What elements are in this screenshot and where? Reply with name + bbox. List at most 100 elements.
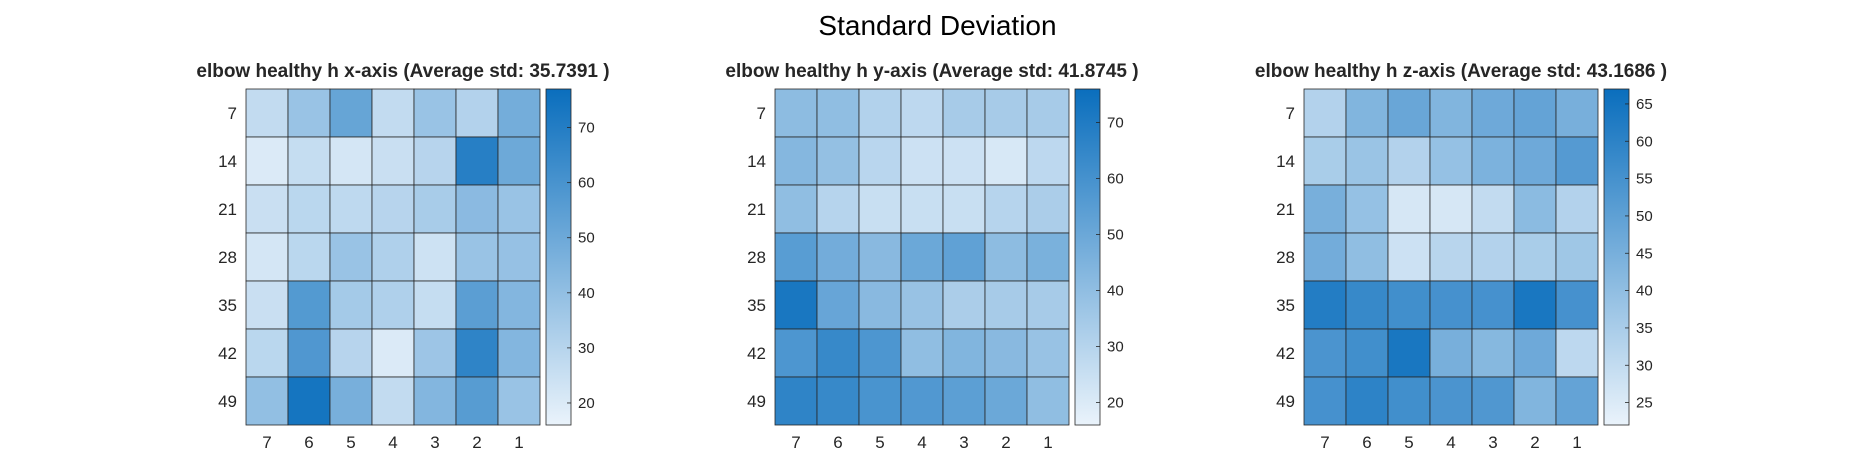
heatmap-cell [1471, 88, 1515, 138]
heatmap-cell [455, 88, 499, 138]
heatmap-cell [329, 184, 373, 234]
heatmap-cell [1513, 232, 1557, 282]
y-tick-label: 14 [218, 152, 237, 171]
y-tick-label: 7 [1286, 104, 1295, 123]
heatmap-cell [1026, 184, 1070, 234]
heatmap-cell [900, 328, 944, 378]
heatmap-cell [816, 232, 860, 282]
colorbar-tick-label: 30 [1636, 357, 1653, 374]
heatmap-cell [1429, 184, 1473, 234]
heatmap-cell [1555, 232, 1599, 282]
heatmap-cell [858, 376, 902, 426]
heatmap-cell [816, 136, 860, 186]
heatmap-cell [245, 376, 289, 426]
heatmap-cell [287, 184, 331, 234]
heatmap-cell [1471, 232, 1515, 282]
heatmap-cell [413, 376, 457, 426]
heatmap-cell [287, 136, 331, 186]
y-tick-label: 21 [747, 200, 766, 219]
heatmap-cell [942, 88, 986, 138]
heatmap-cell [1429, 280, 1473, 330]
heatmap-cell [942, 280, 986, 330]
colorbar-tick-label: 70 [1107, 115, 1124, 132]
x-tick-label: 3 [1488, 433, 1497, 452]
colorbar-tick-label: 20 [1107, 395, 1124, 412]
heatmap-cell [1471, 280, 1515, 330]
heatmap-cell [287, 280, 331, 330]
colorbar [1074, 88, 1101, 426]
colorbar-tick-label: 50 [1107, 227, 1124, 244]
heatmap-cell [1026, 88, 1070, 138]
heatmap-cell [287, 232, 331, 282]
heatmap-cell [1345, 232, 1389, 282]
heatmap-cell [371, 88, 415, 138]
heatmap-cell [1471, 376, 1515, 426]
heatmap-cell [942, 136, 986, 186]
heatmap-cell [245, 280, 289, 330]
heatmap-cell [858, 88, 902, 138]
heatmap-cell [497, 88, 541, 138]
heatmap-cell [413, 184, 457, 234]
heatmap-cell [942, 232, 986, 282]
y-tick-label: 49 [1276, 392, 1295, 411]
colorbar-tick-label: 70 [578, 120, 595, 137]
y-tick-label: 42 [747, 344, 766, 363]
y-tick-label: 49 [747, 392, 766, 411]
heatmap-cell [1303, 376, 1347, 426]
heatmap-cell [774, 136, 818, 186]
heatmap-cell [1026, 328, 1070, 378]
heatmap-cell [774, 184, 818, 234]
heatmap-cell [774, 328, 818, 378]
heatmap-cell [371, 376, 415, 426]
heatmap-cell [1345, 328, 1389, 378]
y-tick-label: 28 [1276, 248, 1295, 267]
heatmap-cell [1429, 136, 1473, 186]
heatmap-cell [858, 328, 902, 378]
heatmap-cell [329, 136, 373, 186]
colorbar [1603, 88, 1630, 426]
heatmap-cell [816, 280, 860, 330]
heatmap-cell [1387, 136, 1431, 186]
panel-title: elbow healthy h y-axis (Average std: 41.… [725, 61, 1138, 82]
heatmap-cell [287, 88, 331, 138]
colorbar-tick-label: 40 [1636, 283, 1653, 300]
heatmap-cell [245, 88, 289, 138]
heatmap-cell [900, 232, 944, 282]
heatmap-cell [1026, 136, 1070, 186]
heatmap-cell [984, 88, 1028, 138]
heatmap-cell [1387, 376, 1431, 426]
x-tick-label: 1 [514, 433, 523, 452]
heatmap-cell [1555, 88, 1599, 138]
heatmap-cell [1026, 280, 1070, 330]
y-tick-label: 42 [218, 344, 237, 363]
heatmap-cell [455, 328, 499, 378]
heatmap-cell [497, 328, 541, 378]
heatmap-cell [413, 88, 457, 138]
heatmap-cell [1429, 88, 1473, 138]
colorbar-tick-label: 60 [1636, 133, 1653, 150]
colorbar-tick-label: 60 [1107, 171, 1124, 188]
x-tick-label: 4 [388, 433, 397, 452]
heatmap-cell [1303, 136, 1347, 186]
heatmap-cell [287, 328, 331, 378]
heatmap-cell [1303, 328, 1347, 378]
heatmap-cell [329, 232, 373, 282]
y-tick-label: 35 [1276, 296, 1295, 315]
heatmap-cell [774, 88, 818, 138]
heatmap-cell [1555, 280, 1599, 330]
heatmap-cell [1429, 328, 1473, 378]
x-tick-label: 7 [791, 433, 800, 452]
heatmap-cell [942, 376, 986, 426]
colorbar-tick-label: 35 [1636, 320, 1653, 337]
heatmap-cell [942, 328, 986, 378]
y-tick-label: 7 [757, 104, 766, 123]
heatmap-cell [774, 376, 818, 426]
heatmap-cell [900, 280, 944, 330]
heatmap-cell [413, 136, 457, 186]
heatmap-cell [858, 184, 902, 234]
heatmap-cell [371, 184, 415, 234]
y-tick-label: 14 [747, 152, 766, 171]
heatmap-cell [816, 376, 860, 426]
heatmap-cell [1345, 280, 1389, 330]
